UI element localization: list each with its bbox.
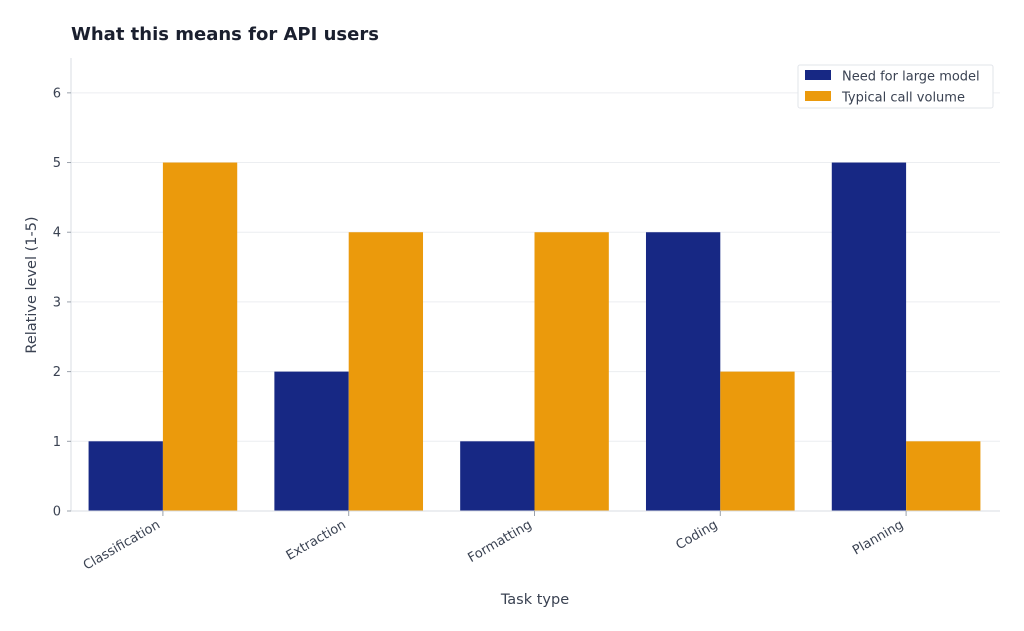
x-axis-ticks: Classification Extraction Formatting Coding…: [81, 511, 907, 573]
y-tick-label-2: 2: [53, 365, 61, 380]
y-tick-label-0: 0: [53, 505, 61, 520]
y-tick-label-6: 6: [53, 86, 61, 101]
legend-label-need-for-large-model: Need for large model: [842, 70, 980, 85]
y-tick-label-3: 3: [53, 295, 61, 310]
bar-typical-call-volume-extraction: [348, 232, 424, 511]
legend-swatch-need-for-large-model: [805, 70, 831, 80]
x-axis-label: Task type: [500, 592, 569, 608]
x-tick-label-coding: Coding: [673, 517, 720, 553]
y-axis-label: Relative level (1-5): [24, 216, 40, 353]
x-tick-label-formatting: Formatting: [465, 517, 534, 565]
bars: [88, 162, 981, 512]
x-tick-label-extraction: Extraction: [284, 517, 349, 563]
y-tick-label-1: 1: [53, 435, 61, 450]
bar-typical-call-volume-planning: [906, 441, 981, 511]
y-axis-ticks: 0 1 2 3 4 5 6: [53, 86, 71, 520]
bar-need-for-large-model-extraction: [274, 371, 349, 511]
legend-label-typical-call-volume: Typical call volume: [841, 91, 965, 106]
legend: Need for large model Typical call volume: [797, 64, 994, 109]
y-tick-label-5: 5: [53, 156, 61, 171]
bar-need-for-large-model-formatting: [460, 441, 535, 511]
chart-title: What this means for API users: [71, 24, 379, 45]
bar-typical-call-volume-formatting: [534, 232, 609, 511]
bar-need-for-large-model-planning: [831, 162, 907, 512]
bar-need-for-large-model-classification: [88, 441, 163, 511]
y-tick-label-4: 4: [53, 226, 61, 241]
x-tick-label-planning: Planning: [850, 517, 906, 558]
bar-typical-call-volume-coding: [720, 371, 795, 511]
bar-need-for-large-model-coding: [645, 232, 721, 511]
legend-swatch-typical-call-volume: [805, 91, 831, 101]
x-tick-label-classification: Classification: [81, 517, 163, 573]
legend-frame: [797, 64, 994, 109]
bar-typical-call-volume-classification: [162, 162, 238, 512]
